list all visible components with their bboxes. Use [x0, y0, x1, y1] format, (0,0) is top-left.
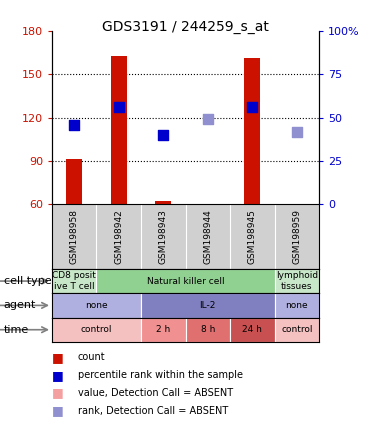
Text: time: time: [4, 325, 29, 335]
Text: Natural killer cell: Natural killer cell: [147, 277, 224, 285]
Text: GSM198942: GSM198942: [114, 209, 123, 264]
Point: [249, 104, 255, 111]
Text: ■: ■: [52, 404, 64, 417]
Point: [294, 128, 300, 135]
Text: none: none: [85, 301, 108, 310]
Text: GSM198944: GSM198944: [203, 209, 212, 264]
Bar: [141, 317, 186, 342]
Text: GDS3191 / 244259_s_at: GDS3191 / 244259_s_at: [102, 20, 269, 34]
Text: count: count: [78, 353, 105, 362]
Bar: [66, 159, 82, 204]
Point: [116, 104, 122, 111]
Bar: [141, 293, 275, 317]
Text: GSM198943: GSM198943: [159, 209, 168, 264]
Text: value, Detection Call = ABSENT: value, Detection Call = ABSENT: [78, 388, 233, 398]
Text: 8 h: 8 h: [201, 325, 215, 334]
Text: CD8 posit
ive T cell: CD8 posit ive T cell: [52, 271, 96, 291]
Bar: [275, 293, 319, 317]
Bar: [111, 56, 127, 204]
Bar: [96, 269, 275, 293]
Text: ■: ■: [52, 369, 64, 382]
Text: IL-2: IL-2: [200, 301, 216, 310]
Bar: [52, 293, 141, 317]
Text: percentile rank within the sample: percentile rank within the sample: [78, 370, 243, 380]
Text: rank, Detection Call = ABSENT: rank, Detection Call = ABSENT: [78, 406, 228, 416]
Text: lymphoid
tissues: lymphoid tissues: [276, 271, 318, 291]
Text: cell type: cell type: [4, 276, 51, 286]
Text: 2 h: 2 h: [156, 325, 170, 334]
Text: 24 h: 24 h: [242, 325, 262, 334]
Bar: [52, 269, 96, 293]
Point: [205, 115, 211, 123]
Text: control: control: [81, 325, 112, 334]
Text: GSM198945: GSM198945: [248, 209, 257, 264]
Text: GSM198958: GSM198958: [70, 209, 79, 264]
Text: control: control: [281, 325, 312, 334]
Bar: [275, 317, 319, 342]
Bar: [155, 201, 171, 204]
Text: ■: ■: [52, 386, 64, 400]
Text: none: none: [286, 301, 308, 310]
Bar: [186, 317, 230, 342]
Point: [71, 121, 77, 128]
Bar: [244, 59, 260, 204]
Point: [160, 131, 166, 139]
Text: ■: ■: [52, 351, 64, 364]
Bar: [230, 317, 275, 342]
Text: GSM198959: GSM198959: [292, 209, 301, 264]
Bar: [275, 269, 319, 293]
Bar: [52, 317, 141, 342]
Text: agent: agent: [4, 301, 36, 310]
